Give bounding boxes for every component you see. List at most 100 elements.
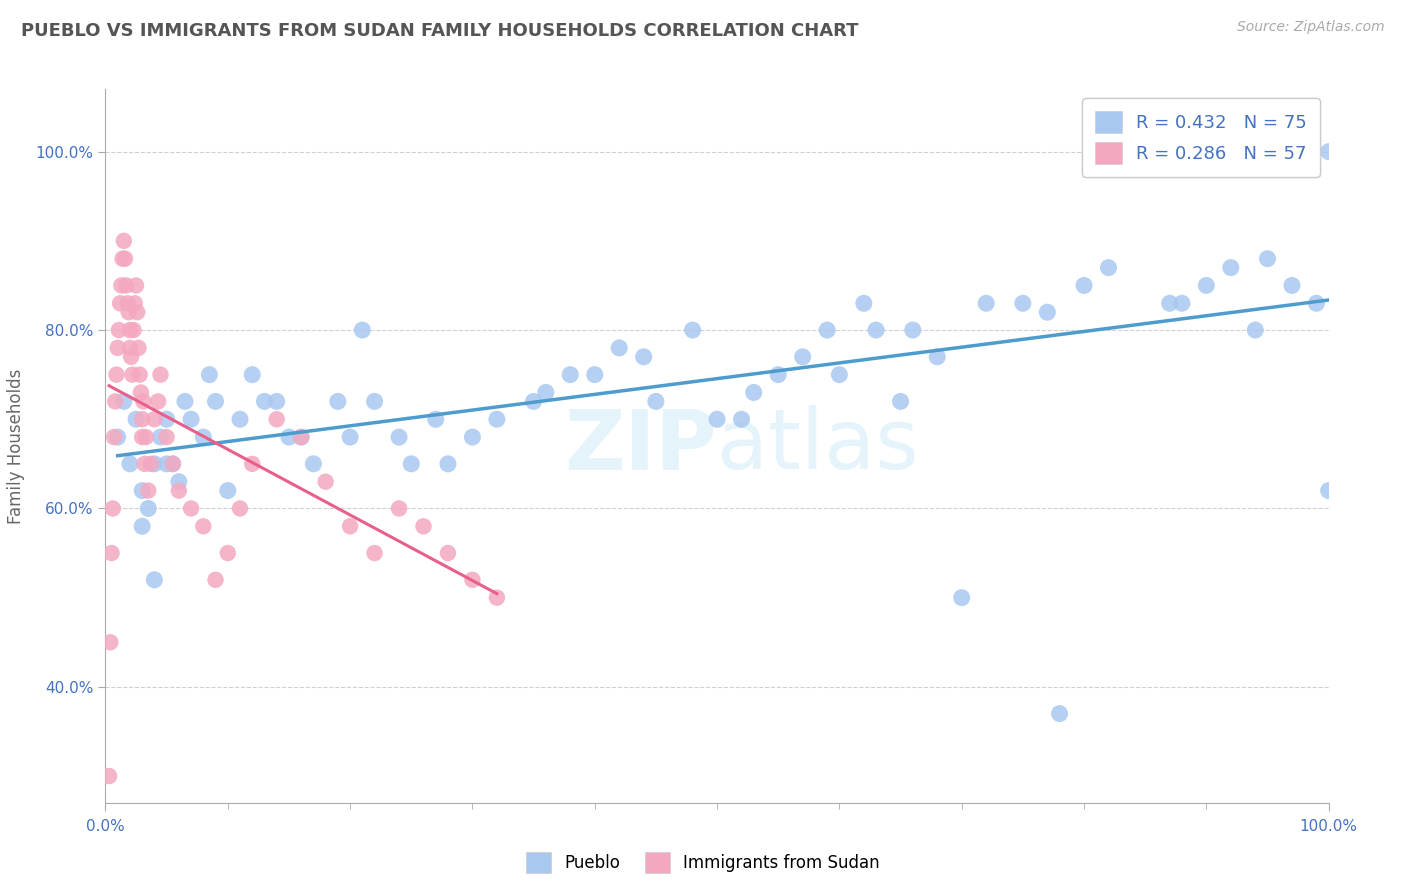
Point (115, 278, 138, 293)
Point (1097, 260, 1119, 275)
Point (193, 430, 215, 444)
Point (217, 546, 239, 560)
Point (129, 385, 152, 400)
Point (155, 430, 177, 444)
Point (633, 350, 655, 364)
Point (103, 430, 125, 444)
Text: ZIP: ZIP (565, 406, 717, 486)
Point (143, 573, 166, 587)
Text: Source: ZipAtlas.com: Source: ZipAtlas.com (1237, 20, 1385, 34)
Point (534, 385, 557, 400)
Point (204, 394, 226, 409)
Point (485, 591, 508, 605)
Point (326, 394, 349, 409)
Point (315, 475, 337, 489)
Point (118, 323, 141, 337)
Point (437, 546, 460, 560)
Point (240, 457, 263, 471)
Point (110, 278, 132, 293)
Point (730, 412, 752, 426)
Point (155, 457, 177, 471)
Point (135, 430, 157, 444)
Point (240, 368, 263, 382)
Point (644, 394, 668, 409)
Point (266, 412, 288, 426)
Point (143, 412, 166, 426)
Point (118, 305, 141, 319)
Point (828, 368, 851, 382)
Point (104, 394, 127, 409)
Point (229, 412, 252, 426)
Point (127, 341, 149, 355)
Point (149, 368, 172, 382)
Point (111, 252, 134, 266)
Point (125, 412, 148, 426)
Point (1281, 278, 1303, 293)
Point (927, 350, 949, 364)
Point (108, 296, 131, 310)
Point (217, 483, 239, 498)
Point (167, 475, 190, 489)
Text: atlas: atlas (717, 406, 918, 486)
Point (198, 368, 221, 382)
Point (107, 341, 129, 355)
Point (131, 430, 153, 444)
Point (682, 323, 704, 337)
Point (122, 323, 145, 337)
Point (108, 323, 131, 337)
Point (136, 483, 159, 498)
Point (865, 323, 887, 337)
Point (204, 573, 226, 587)
Point (399, 457, 422, 471)
Point (425, 412, 447, 426)
Point (290, 430, 312, 444)
Point (1195, 278, 1218, 293)
Y-axis label: Family Households: Family Households (7, 368, 24, 524)
Point (155, 412, 177, 426)
Point (461, 430, 484, 444)
Point (1317, 483, 1340, 498)
Point (162, 457, 184, 471)
Text: PUEBLO VS IMMIGRANTS FROM SUDAN FAMILY HOUSEHOLDS CORRELATION CHART: PUEBLO VS IMMIGRANTS FROM SUDAN FAMILY H… (21, 22, 859, 40)
Point (118, 341, 141, 355)
Point (974, 296, 997, 310)
Point (114, 252, 136, 266)
Legend: Pueblo, Immigrants from Sudan: Pueblo, Immigrants from Sudan (519, 846, 887, 880)
Point (118, 457, 141, 471)
Point (174, 394, 197, 409)
Point (437, 457, 460, 471)
Point (1305, 296, 1327, 310)
Point (253, 394, 276, 409)
Point (560, 368, 582, 382)
Point (134, 457, 156, 471)
Point (125, 278, 148, 293)
Point (105, 368, 128, 382)
Point (901, 323, 924, 337)
Point (98, 635, 121, 649)
Point (1049, 706, 1071, 721)
Point (1219, 260, 1241, 275)
Point (107, 430, 129, 444)
Point (1133, 145, 1156, 159)
Point (290, 430, 312, 444)
Point (180, 501, 202, 516)
Point (852, 296, 875, 310)
Point (461, 573, 484, 587)
Point (131, 519, 153, 533)
Point (815, 323, 838, 337)
Point (1171, 296, 1194, 310)
Point (388, 501, 411, 516)
Point (302, 457, 325, 471)
Point (127, 305, 149, 319)
Point (146, 394, 169, 409)
Point (112, 234, 135, 248)
Point (193, 519, 215, 533)
Point (1244, 323, 1267, 337)
Point (180, 412, 202, 426)
Point (120, 350, 142, 364)
Point (229, 501, 252, 516)
Point (792, 350, 814, 364)
Point (143, 457, 166, 471)
Point (583, 368, 606, 382)
Point (339, 430, 361, 444)
